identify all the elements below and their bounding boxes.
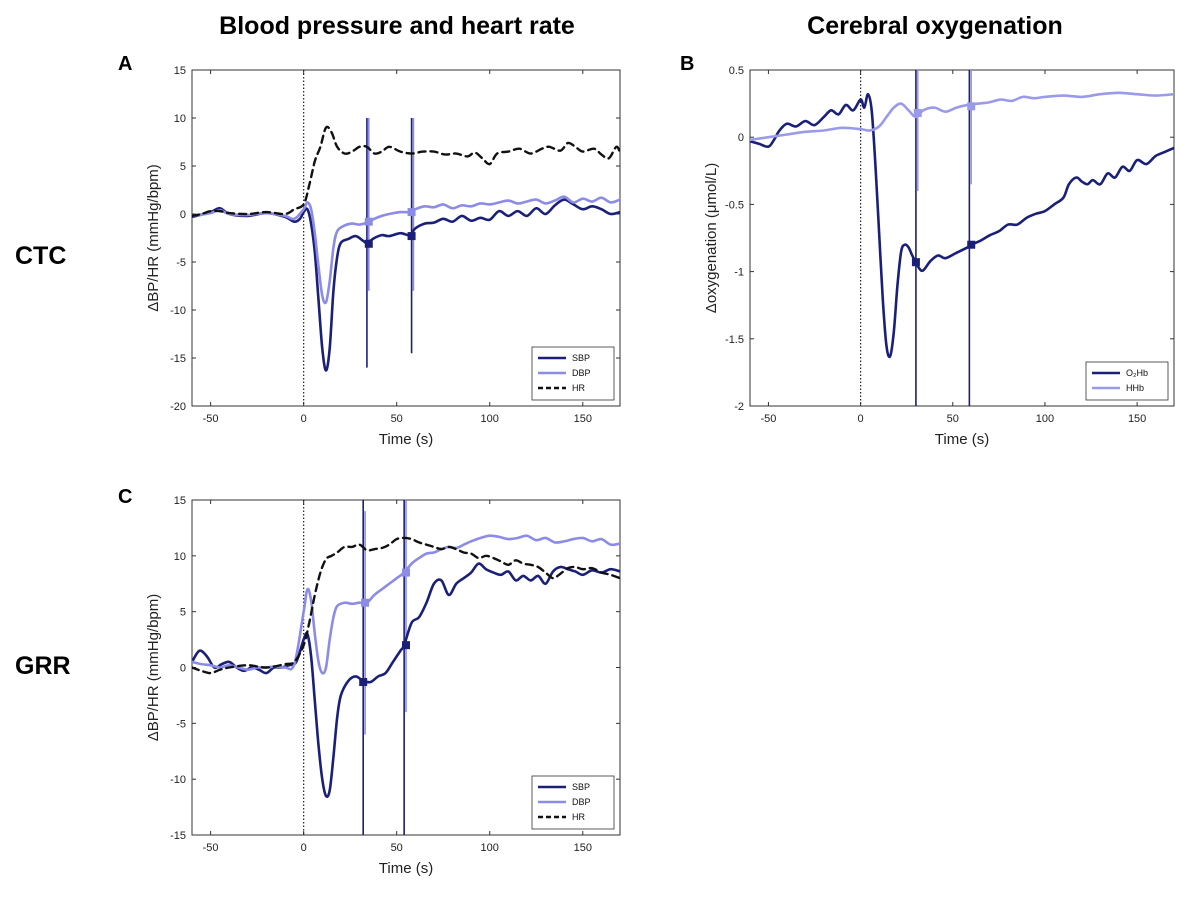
plot-area-a <box>192 118 620 372</box>
y-axis-label-a: ΔBP/HR (mmHg/bpm) <box>145 164 162 312</box>
row-heading-grr: GRR <box>15 652 71 680</box>
legend-a: SBP DBP HR <box>531 346 615 401</box>
x-axis-label-b: Time (s) <box>935 431 989 448</box>
y-axis-label-c: ΔBP/HR (mmHg/bpm) <box>145 594 162 742</box>
x-tick-label: -50 <box>203 413 219 425</box>
y-tick-label: 0 <box>738 132 744 144</box>
marker-hhb <box>967 102 976 111</box>
y-tick-label: 10 <box>174 551 186 563</box>
legend-box <box>1085 361 1169 401</box>
series-line-sbp <box>192 562 620 799</box>
series-line-dbp <box>192 195 620 305</box>
y-tick-label: -20 <box>170 401 186 413</box>
x-tick-label: 150 <box>574 413 592 425</box>
x-tick-label: 50 <box>947 413 959 425</box>
series-line-hhb <box>750 91 1174 142</box>
y-tick-label: -0.5 <box>725 199 744 211</box>
y-tick-label: 0 <box>180 209 186 221</box>
y-axis-label-b: Δoxygenation (μmol/L) <box>703 163 720 313</box>
marker-o2hb <box>967 240 976 249</box>
column-heading-blood-pressure: Blood pressure and heart rate <box>219 12 575 40</box>
legend-label-hr: HR <box>572 812 585 822</box>
x-tick-label: 0 <box>301 842 307 854</box>
panel-label-b: B <box>680 53 694 75</box>
x-tick-label: 50 <box>391 842 403 854</box>
series-line-sbp <box>192 198 620 372</box>
axes-frame-a <box>191 69 621 407</box>
legend-label-o2hb: O₂Hb <box>1126 368 1148 378</box>
x-tick-label: 50 <box>391 413 403 425</box>
series-line-o2hb <box>750 92 1174 359</box>
plot-area-b <box>750 70 1174 406</box>
x-tick-label: 100 <box>481 413 499 425</box>
y-tick-label: -1.5 <box>725 334 744 346</box>
y-tick-label: 15 <box>174 65 186 77</box>
x-tick-label: 0 <box>301 413 307 425</box>
y-tick-label: 0.5 <box>729 65 744 77</box>
y-tick-label: -5 <box>176 718 186 730</box>
plot-area-c <box>192 500 620 835</box>
axes-frame-b <box>749 69 1175 407</box>
y-tick-label: 5 <box>180 161 186 173</box>
marker-dbp <box>361 598 370 607</box>
x-tick-label: 0 <box>858 413 864 425</box>
panel-label-a: A <box>118 53 132 75</box>
legend-label-hr: HR <box>572 383 585 393</box>
panel-b: B 0.5 0 -0.5 -1 -1.5 -2 -50 0 50 100 150 Time (s) Δox… <box>680 53 1175 448</box>
y-tick-label: 5 <box>180 607 186 619</box>
marker-o2hb <box>911 258 920 267</box>
y-tick-label: -5 <box>176 257 186 269</box>
marker-dbp <box>364 217 373 226</box>
legend-label-sbp: SBP <box>572 353 590 363</box>
column-heading-cerebral-oxygenation: Cerebral oxygenation <box>807 12 1063 40</box>
marker-dbp <box>402 568 410 577</box>
series-line-hr <box>192 536 620 675</box>
x-tick-label: 100 <box>481 842 499 854</box>
y-tick-label: -15 <box>170 830 186 842</box>
x-tick-label: -50 <box>760 413 776 425</box>
y-tick-label: -15 <box>170 353 186 365</box>
marker-hhb <box>913 109 922 118</box>
y-tick-label: -10 <box>170 774 186 786</box>
series-line-hr <box>192 125 620 218</box>
x-tick-label: -50 <box>203 842 219 854</box>
y-tick-label: 0 <box>180 663 186 675</box>
legend-b: O₂Hb HHb <box>1085 361 1169 401</box>
x-tick-label: 150 <box>1128 413 1146 425</box>
x-axis-label-a: Time (s) <box>379 431 433 448</box>
x-tick-label: 150 <box>574 842 592 854</box>
marker-sbp <box>359 678 368 687</box>
marker-sbp <box>364 239 373 248</box>
marker-sbp <box>402 641 410 650</box>
panel-label-c: C <box>118 486 132 508</box>
y-tick-label: -10 <box>170 305 186 317</box>
marker-sbp <box>407 232 416 241</box>
marker-dbp <box>407 208 416 217</box>
x-tick-label: 100 <box>1036 413 1054 425</box>
x-axis-label-c: Time (s) <box>379 860 433 877</box>
y-tick-label: -1 <box>734 267 744 279</box>
legend-c: SBP DBP HR <box>531 775 615 830</box>
y-tick-label: 10 <box>174 113 186 125</box>
legend-label-dbp: DBP <box>572 797 591 807</box>
legend-label-sbp: SBP <box>572 782 590 792</box>
y-tick-label: 15 <box>174 495 186 507</box>
y-tick-label: -2 <box>734 401 744 413</box>
row-heading-ctc: CTC <box>15 242 66 270</box>
legend-label-dbp: DBP <box>572 368 591 378</box>
legend-label-hhb: HHb <box>1126 383 1144 393</box>
